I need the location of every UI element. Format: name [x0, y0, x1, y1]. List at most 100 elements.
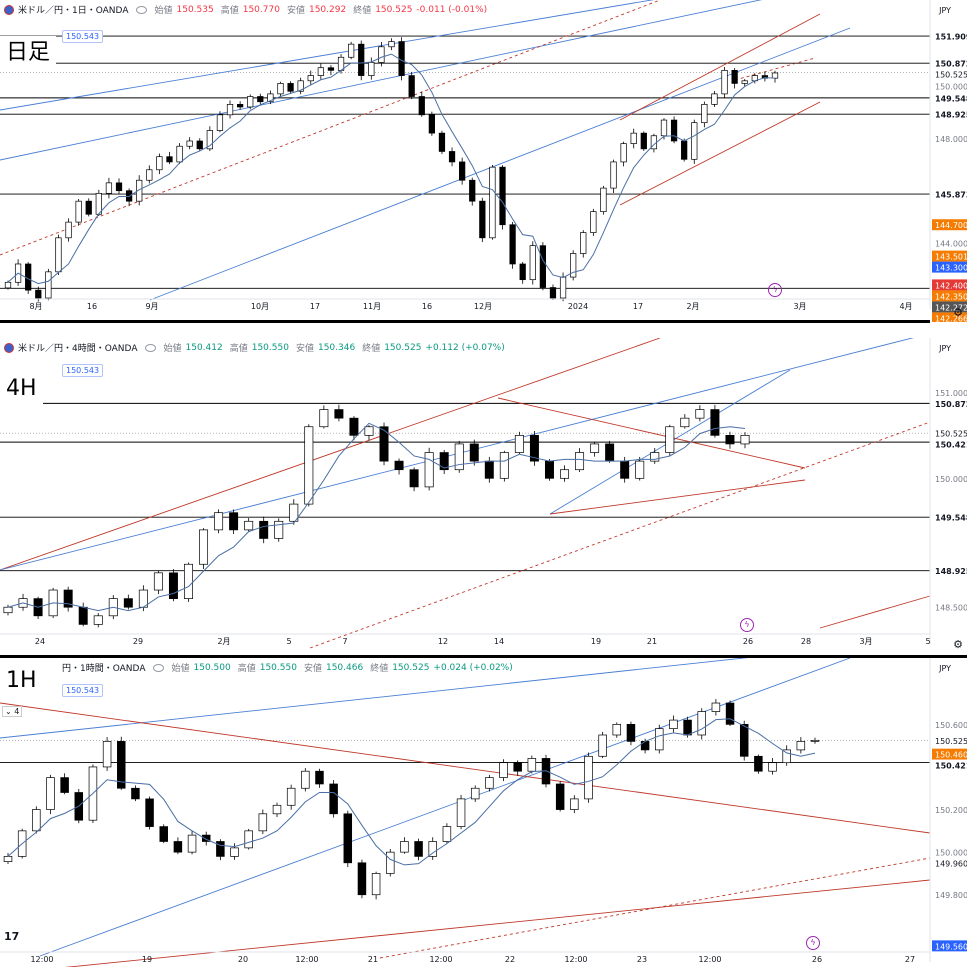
candle-body	[199, 529, 209, 565]
candle-body	[214, 512, 224, 531]
candle-body	[484, 460, 494, 479]
price-axis-label: 150.200	[935, 806, 967, 815]
visibility-icon[interactable]	[153, 663, 165, 672]
daily-chart-panel[interactable]: 151.909 150.872 150.525 150.000 149.548 148.9…	[0, 0, 967, 322]
time-axis-label: 11月	[363, 302, 381, 311]
candle-body	[32, 809, 41, 832]
h4-chart-canvas[interactable]: 151.000 150.872 150.525 150.421 150.000 149.5…	[0, 338, 967, 653]
candle-body	[186, 140, 193, 147]
price-label-bg	[932, 472, 967, 484]
price-axis-label: 148.925	[935, 567, 967, 576]
candle-body	[315, 770, 324, 785]
candle-body	[600, 187, 607, 212]
time-axis-label: 12	[438, 637, 448, 646]
tradingview-logo[interactable]: 17	[4, 930, 20, 943]
candle-body	[247, 96, 254, 108]
time-axis-label: 12:00	[429, 955, 452, 964]
candle-body	[364, 426, 374, 436]
trend-line	[619, 13, 821, 121]
candle-body	[65, 221, 72, 239]
candle-body	[304, 426, 314, 505]
price-axis-label: 150.000	[935, 83, 967, 92]
candle-body	[570, 253, 577, 278]
price-label-bg	[932, 30, 967, 42]
price-axis-label: 143.300	[935, 264, 967, 273]
price-axis-label: 151.909	[935, 33, 967, 42]
trend-line	[64, 879, 931, 967]
candle-body	[348, 43, 355, 58]
symbol-label[interactable]: 米ドル／円・4時間・OANDA	[18, 344, 138, 354]
candle-body	[610, 161, 617, 189]
h1-chart-panel[interactable]: 150.600 150.525 150.460 150.421 150.200 150.0…	[0, 658, 967, 967]
currency-label[interactable]: JPY	[939, 6, 951, 15]
event-lightning-icon[interactable]: ϟ	[806, 936, 820, 950]
timeframe-label: 日足	[0, 36, 57, 70]
high-value: 150.770	[242, 4, 280, 15]
candle-body	[559, 276, 567, 299]
daily-chart-canvas[interactable]: 151.909 150.872 150.525 150.000 149.548 148.9…	[0, 0, 967, 322]
currency-label[interactable]: JPY	[939, 344, 951, 353]
price-box[interactable]: 150.543	[62, 684, 104, 697]
time-axis-label: 3月	[793, 302, 806, 311]
trend-line	[819, 595, 931, 629]
candle-body	[456, 798, 466, 827]
price-box[interactable]: 150.543	[62, 364, 104, 377]
symbol-label[interactable]: 円・1時間・OANDA	[62, 664, 146, 674]
time-axis-label: 12:00	[698, 955, 721, 964]
candle-body	[394, 460, 404, 471]
time-axis-label: 29	[133, 637, 143, 646]
chart-header: 円・1時間・OANDA 始値 150.500 高値 150.550 安値 150.46…	[62, 662, 513, 675]
candle-body	[272, 804, 282, 815]
time-axis-label: 12:00	[30, 955, 53, 964]
candle-body	[131, 787, 140, 800]
candle-body	[489, 166, 496, 239]
indicator-collapse-button[interactable]: ⌄ 4	[2, 706, 23, 717]
trend-line	[549, 479, 806, 515]
price-box[interactable]: 150.543	[62, 30, 104, 43]
candle-body	[560, 469, 569, 479]
candle-body	[810, 739, 820, 742]
candle-body	[379, 426, 389, 462]
visibility-icon[interactable]	[145, 343, 157, 352]
price-label-bg	[932, 438, 967, 450]
time-axis-label: 19	[591, 637, 601, 646]
candle-body	[388, 41, 395, 48]
settings-gear-icon[interactable]: ⚙	[953, 306, 963, 319]
time-axis-label: 4月	[899, 302, 912, 311]
h1-chart-canvas[interactable]: 150.600 150.525 150.460 150.421 150.200 150.0…	[0, 658, 967, 967]
candle-body	[513, 762, 522, 772]
candle-body	[187, 834, 197, 853]
open-value: 150.412	[185, 342, 223, 353]
candle-body	[721, 69, 728, 95]
candle-body	[230, 847, 239, 857]
h4-chart-panel[interactable]: 151.000 150.872 150.525 150.421 150.000 149.5…	[0, 338, 967, 653]
candle-body	[102, 741, 112, 768]
event-lightning-icon[interactable]: ϟ	[740, 618, 754, 632]
candle-body	[635, 460, 645, 479]
candle-body	[319, 409, 329, 428]
chart-header: 米ドル／円・1日・OANDA 始値 150.535 高値 150.770 安値 150…	[4, 3, 487, 16]
open-value: 150.535	[176, 4, 214, 15]
time-axis-label: 27	[905, 955, 915, 964]
high-value: 150.550	[251, 342, 289, 353]
trend-line	[619, 101, 821, 206]
currency-label[interactable]: JPY	[939, 664, 951, 673]
candle-body	[681, 140, 688, 160]
price-axis-label: 143.501	[935, 253, 967, 262]
candle-body	[740, 434, 750, 445]
time-axis-label: 20	[238, 955, 248, 964]
change-value: -0.011 (-0.01%)	[416, 4, 488, 15]
candle-body	[605, 443, 615, 462]
candle-body	[469, 443, 479, 462]
visibility-icon[interactable]	[136, 5, 148, 14]
time-axis-label: 21	[647, 637, 657, 646]
event-lightning-icon[interactable]: ϟ	[768, 283, 782, 297]
price-axis-label: 150.000	[935, 849, 967, 858]
change-value: +0.112 (+0.07%)	[425, 342, 505, 353]
candle-body	[626, 723, 636, 742]
symbol-label[interactable]: 米ドル／円・1日・OANDA	[18, 6, 129, 16]
time-axis-label: 12:00	[295, 955, 318, 964]
candle-body	[236, 104, 244, 108]
settings-gear-icon[interactable]: ⚙	[953, 638, 963, 651]
price-label-bg	[932, 92, 967, 104]
